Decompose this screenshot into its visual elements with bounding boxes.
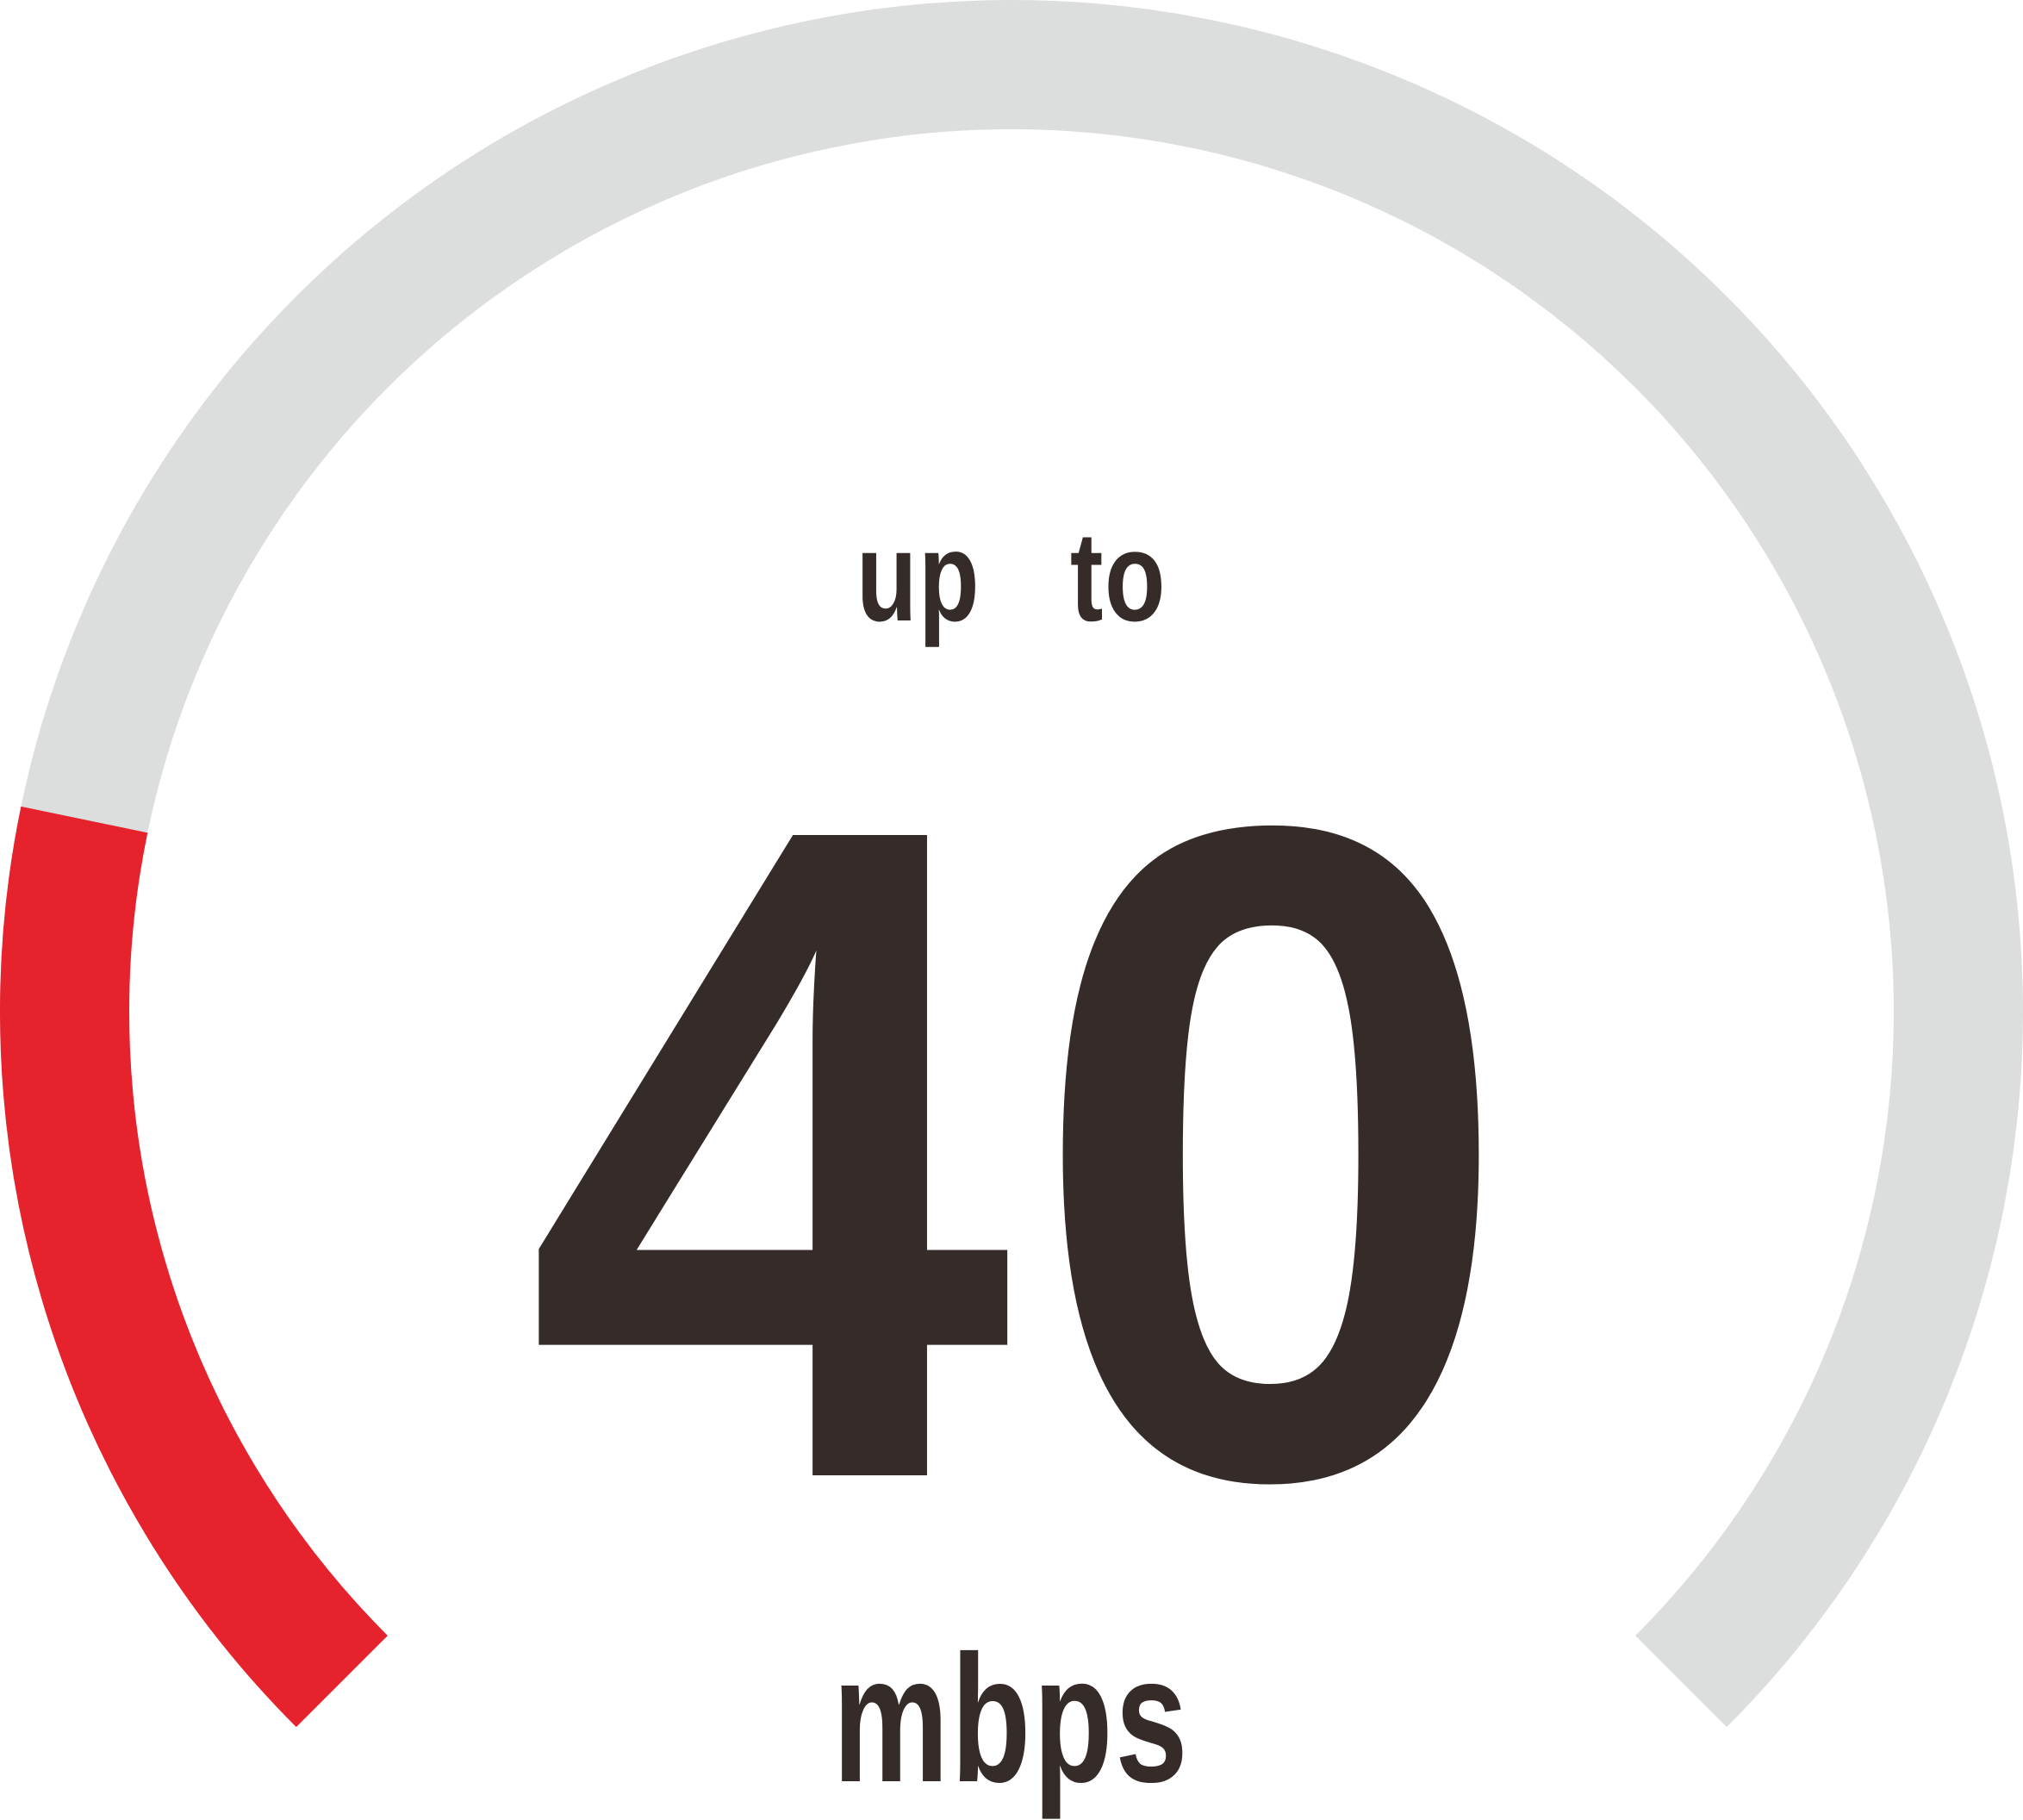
speed-value: 40 — [526, 633, 1531, 1673]
gauge-fill — [0, 806, 388, 1728]
speed-prefix-label: up to — [856, 506, 1167, 648]
speed-unit-label: mbps — [832, 1617, 1191, 1820]
